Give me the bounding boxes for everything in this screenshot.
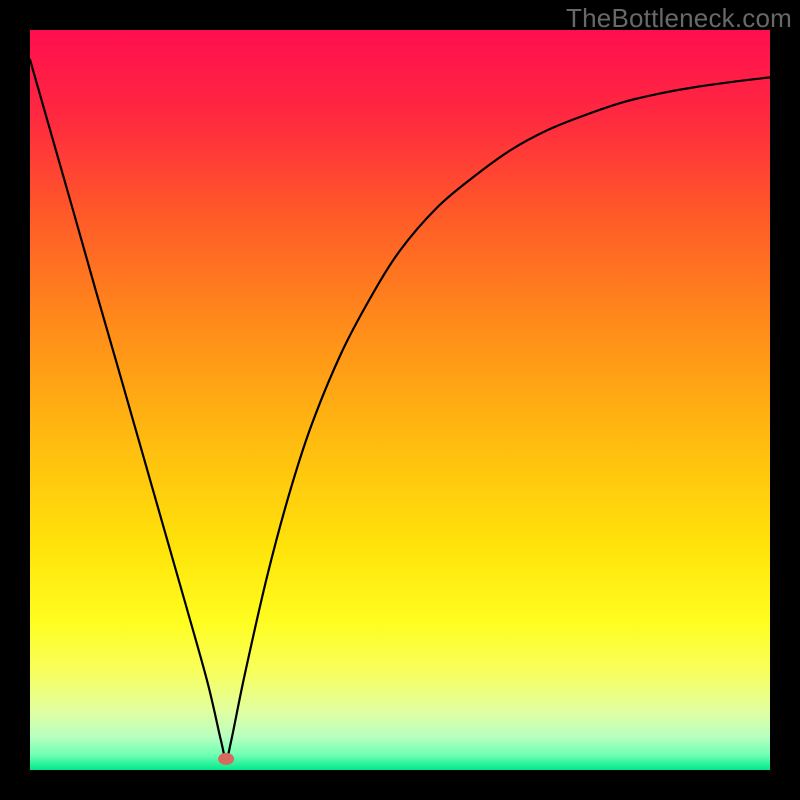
watermark-text: TheBottleneck.com: [566, 3, 792, 34]
chart-svg: [0, 0, 800, 800]
chart-stage: TheBottleneck.com: [0, 0, 800, 800]
plot-background: [30, 30, 770, 770]
minimum-marker: [218, 753, 234, 765]
